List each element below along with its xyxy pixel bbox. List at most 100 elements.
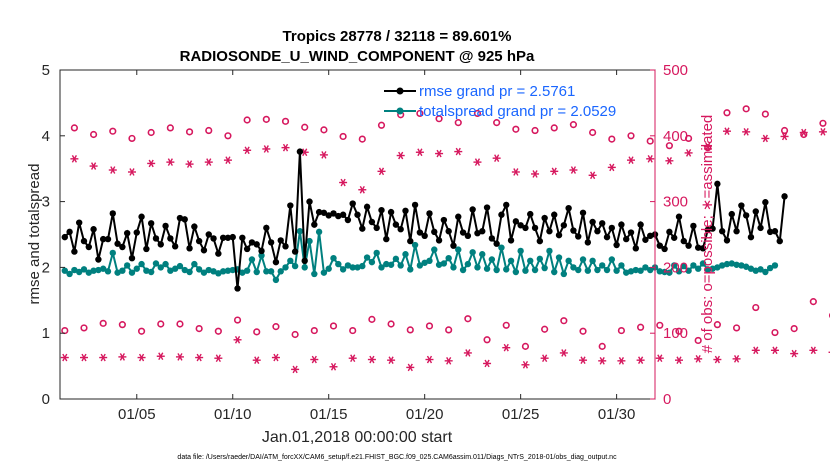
rmse-point bbox=[537, 238, 543, 244]
totalspread-point bbox=[388, 262, 394, 268]
obs-possible-marker bbox=[791, 326, 797, 332]
totalspread-point bbox=[445, 255, 451, 261]
obs-assimilated-marker bbox=[761, 135, 769, 142]
rmse-point bbox=[762, 199, 768, 205]
rmse-point bbox=[426, 210, 432, 216]
totalspread-point bbox=[105, 268, 111, 274]
totalspread-point bbox=[335, 261, 341, 267]
rmse-point bbox=[676, 214, 682, 220]
totalspread-point bbox=[282, 264, 288, 270]
totalspread-point bbox=[110, 250, 116, 256]
totalspread-point bbox=[580, 256, 586, 262]
rmse-point bbox=[230, 234, 236, 240]
rmse-point bbox=[623, 236, 629, 242]
rmse-point bbox=[210, 235, 216, 241]
totalspread-point bbox=[532, 267, 538, 273]
obs-assimilated-marker bbox=[694, 355, 702, 362]
rmse-point bbox=[465, 233, 471, 239]
y-tick-label-right: 100 bbox=[663, 325, 688, 342]
legend-totalspread-marker bbox=[397, 108, 404, 115]
rmse-point bbox=[383, 236, 389, 242]
obs-assimilated-marker bbox=[656, 355, 664, 362]
rmse-point bbox=[594, 228, 600, 234]
totalspread-point bbox=[311, 271, 317, 277]
obs-assimilated-marker bbox=[713, 356, 721, 363]
rmse-point bbox=[134, 229, 140, 235]
rmse-point bbox=[484, 204, 490, 210]
totalspread-point bbox=[585, 267, 591, 273]
y-tick-label-left: 1 bbox=[42, 325, 50, 342]
rmse-point bbox=[239, 235, 245, 241]
rmse-point bbox=[278, 237, 284, 243]
rmse-point bbox=[580, 210, 586, 216]
rmse-point bbox=[71, 248, 77, 254]
obs-assimilated-marker bbox=[665, 157, 673, 164]
totalspread-point bbox=[460, 267, 466, 273]
rmse-point bbox=[561, 222, 567, 228]
legend-totalspread-label: totalspread grand pr = 2.0529 bbox=[419, 103, 616, 120]
totalspread-point bbox=[316, 229, 322, 235]
rmse-point bbox=[258, 248, 264, 254]
rmse-point bbox=[589, 219, 595, 225]
y-tick-label-right: 0 bbox=[663, 391, 671, 408]
rmse-point bbox=[234, 285, 240, 291]
rmse-point bbox=[690, 223, 696, 229]
rmse-point bbox=[743, 212, 749, 218]
x-tick-label: 01/15 bbox=[310, 406, 348, 423]
y-tick-label-right: 500 bbox=[663, 62, 688, 79]
totalspread-point bbox=[465, 261, 471, 267]
rmse-point bbox=[81, 238, 87, 244]
rmse-point bbox=[556, 232, 562, 238]
rmse-point bbox=[498, 212, 504, 218]
totalspread-point bbox=[254, 269, 260, 275]
rmse-point bbox=[575, 233, 581, 239]
totalspread-point bbox=[364, 254, 370, 260]
rmse-point bbox=[618, 221, 624, 227]
y-tick-label-left: 5 bbox=[42, 62, 50, 79]
totalspread-point bbox=[244, 267, 250, 273]
totalspread-point bbox=[489, 256, 495, 262]
totalspread-point bbox=[589, 258, 595, 264]
rmse-point bbox=[724, 237, 730, 243]
rmse-point bbox=[86, 244, 92, 250]
rmse-point bbox=[119, 244, 125, 250]
rmse-point bbox=[354, 212, 360, 218]
y-tick-label-right: 300 bbox=[663, 194, 688, 211]
rmse-point bbox=[570, 227, 576, 233]
rmse-point bbox=[450, 242, 456, 248]
rmse-point bbox=[350, 200, 356, 206]
legend-rmse-label: rmse grand pr = 2.5761 bbox=[419, 83, 575, 100]
rmse-point bbox=[273, 259, 279, 265]
obs-possible-marker bbox=[811, 299, 817, 305]
totalspread-point bbox=[287, 258, 293, 264]
totalspread-point bbox=[537, 256, 543, 262]
rmse-point bbox=[105, 236, 111, 242]
rmse-point bbox=[729, 211, 735, 217]
totalspread-point bbox=[508, 258, 514, 264]
rmse-point bbox=[402, 208, 408, 214]
y-axis-label-left: rmse and totalspread bbox=[26, 164, 43, 305]
rmse-point bbox=[719, 228, 725, 234]
obs-assimilated-marker bbox=[809, 347, 817, 354]
totalspread-point bbox=[268, 268, 274, 274]
rmse-point bbox=[340, 212, 346, 218]
rmse-point bbox=[364, 204, 370, 210]
obs-possible-marker bbox=[820, 120, 826, 126]
rmse-point bbox=[191, 223, 197, 229]
rmse-point bbox=[532, 225, 538, 231]
rmse-point bbox=[282, 243, 288, 249]
totalspread-point bbox=[326, 266, 332, 272]
rmse-point bbox=[148, 220, 154, 226]
rmse-point bbox=[143, 246, 149, 252]
obs-assimilated-marker bbox=[742, 128, 750, 135]
rmse-point bbox=[153, 235, 159, 241]
obs-possible-marker bbox=[782, 128, 788, 134]
rmse-point bbox=[172, 243, 178, 249]
rmse-point bbox=[158, 241, 164, 247]
totalspread-point bbox=[369, 259, 375, 265]
rmse-point bbox=[613, 242, 619, 248]
totalspread-point bbox=[119, 267, 125, 273]
rmse-point bbox=[757, 225, 763, 231]
